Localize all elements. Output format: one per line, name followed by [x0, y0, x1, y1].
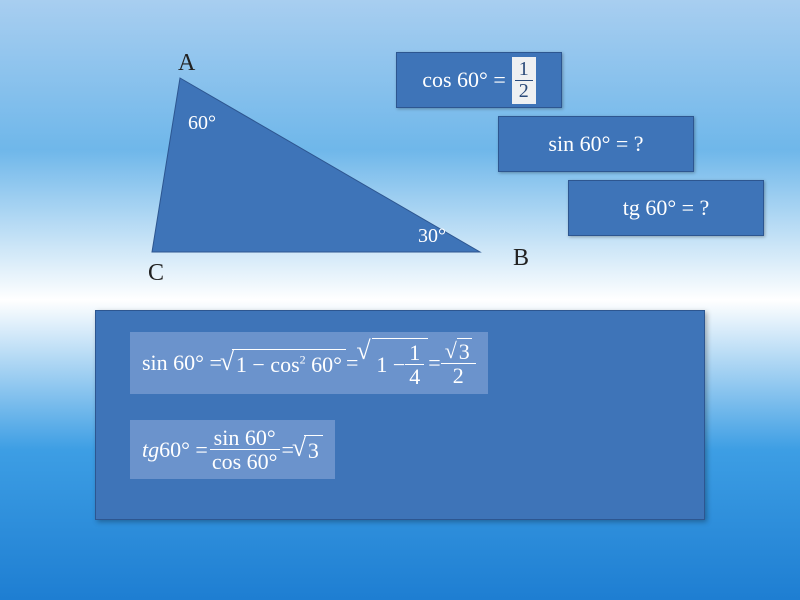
- vertex-label-a: A: [178, 50, 195, 77]
- eq2-sqrt: 3: [294, 435, 323, 464]
- eq1-prefix: sin 60° =: [142, 350, 222, 376]
- angle-label-60: 60°: [188, 112, 216, 135]
- eq1-res-3: 3: [457, 338, 472, 364]
- eq2-tg: tg: [142, 437, 159, 463]
- eq1-res-den: 2: [449, 364, 468, 387]
- cos-60-label: cos 60° =: [422, 67, 506, 93]
- equation-tg60: tg 60° = sin 60° cos 60° = 3: [130, 420, 335, 479]
- eq1-result-frac: √3 2: [441, 340, 476, 387]
- equation-sin60: sin 60° = 1 − cos2 60° = 1 − 1 4 = √3 2: [130, 332, 488, 394]
- eq1-res-sqrt: √: [445, 338, 457, 363]
- angle-label-30: 30°: [418, 225, 446, 248]
- sin-60-box: sin 60° = ?: [498, 116, 694, 172]
- eq1-frac-quarter: 1 4: [405, 341, 424, 388]
- eq2-rest: 60° =: [159, 437, 208, 463]
- eq1-sqrt2: 1 − 1 4: [358, 338, 428, 388]
- eq1-under1a: 1 − cos: [236, 352, 300, 377]
- eq1-mid2: =: [428, 350, 440, 376]
- frac-num: 1: [515, 59, 533, 81]
- eq1-under1b: 60°: [306, 352, 342, 377]
- eq2-num: sin 60°: [210, 426, 280, 450]
- tg-60-text: tg 60° = ?: [623, 195, 710, 221]
- eq2-den: cos 60°: [208, 450, 282, 473]
- tg-60-box: tg 60° = ?: [568, 180, 764, 236]
- eq1-res-num: √3: [441, 340, 476, 364]
- eq1-q-den: 4: [405, 365, 424, 388]
- vertex-label-c: C: [148, 260, 164, 287]
- eq2-sqrt-val: 3: [304, 435, 323, 464]
- sin-60-text: sin 60° = ?: [548, 131, 643, 157]
- cos-60-value-frac: 1 2: [512, 57, 536, 104]
- eq1-q-num: 1: [405, 341, 424, 365]
- vertex-label-b: B: [513, 245, 529, 272]
- eq1-under2pre: 1 −: [376, 352, 405, 378]
- cos-60-box: cos 60° = 1 2: [396, 52, 562, 108]
- frac-den: 2: [515, 81, 533, 102]
- eq1-sqrt1: 1 − cos2 60°: [222, 349, 346, 378]
- eq2-frac: sin 60° cos 60°: [208, 426, 282, 473]
